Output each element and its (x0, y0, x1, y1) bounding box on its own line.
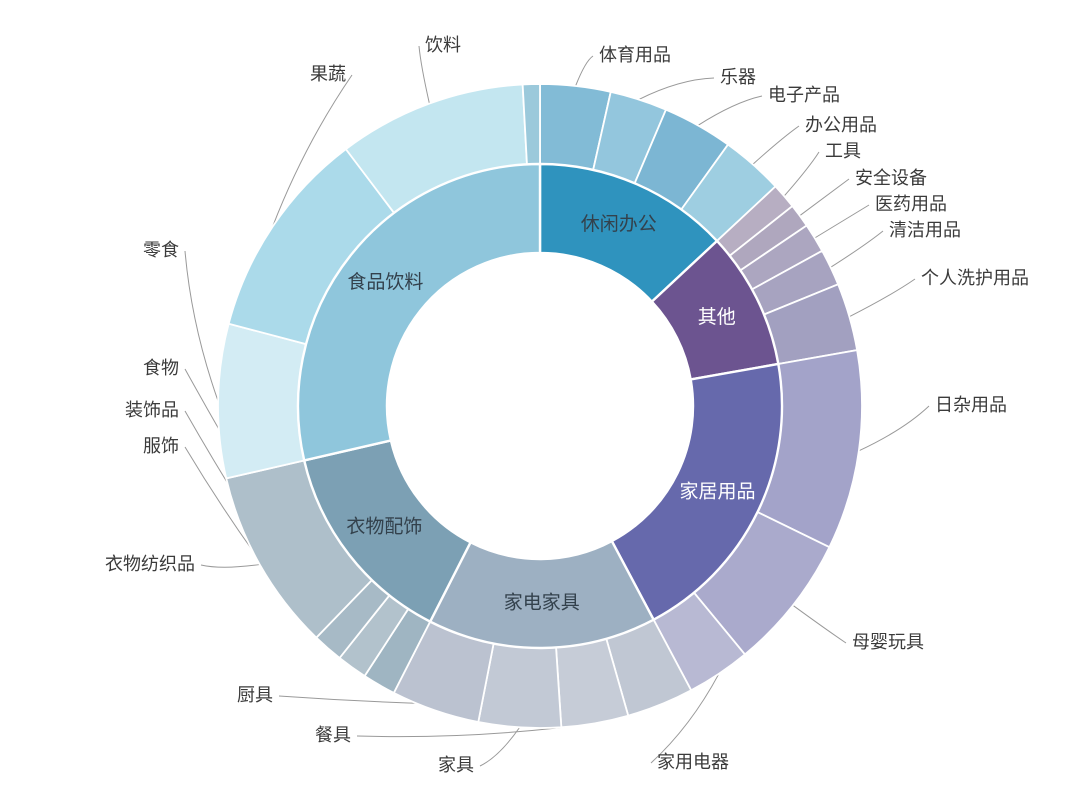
svg-text:家具: 家具 (438, 755, 474, 775)
svg-text:电子产品: 电子产品 (768, 85, 840, 105)
svg-text:家用电器: 家用电器 (657, 752, 729, 772)
svg-text:饮料: 饮料 (425, 35, 461, 55)
svg-text:乐器: 乐器 (720, 67, 756, 87)
svg-text:家电家具: 家电家具 (504, 592, 580, 614)
svg-text:个人洗护用品: 个人洗护用品 (921, 268, 1029, 288)
svg-text:休闲办公: 休闲办公 (581, 213, 657, 235)
svg-text:衣物纺织品: 衣物纺织品 (105, 554, 195, 574)
svg-text:服饰: 服饰 (143, 436, 179, 456)
svg-text:装饰品: 装饰品 (125, 400, 179, 420)
svg-text:体育用品: 体育用品 (599, 45, 671, 65)
svg-text:办公用品: 办公用品 (805, 115, 877, 135)
svg-text:衣物配饰: 衣物配饰 (346, 516, 422, 538)
svg-text:食物: 食物 (143, 358, 179, 378)
svg-text:母婴玩具: 母婴玩具 (852, 632, 924, 652)
svg-text:零食: 零食 (143, 240, 179, 260)
svg-text:餐具: 餐具 (315, 725, 351, 745)
svg-text:安全设备: 安全设备 (855, 168, 927, 188)
svg-text:其他: 其他 (698, 306, 736, 328)
svg-text:工具: 工具 (825, 141, 861, 161)
svg-text:食品饮料: 食品饮料 (347, 271, 423, 293)
svg-text:果蔬: 果蔬 (310, 64, 346, 84)
svg-text:厨具: 厨具 (237, 685, 273, 705)
svg-text:医药用品: 医药用品 (875, 194, 947, 214)
svg-text:日杂用品: 日杂用品 (935, 395, 1007, 415)
svg-text:清洁用品: 清洁用品 (889, 220, 961, 240)
svg-text:家居用品: 家居用品 (680, 481, 756, 503)
